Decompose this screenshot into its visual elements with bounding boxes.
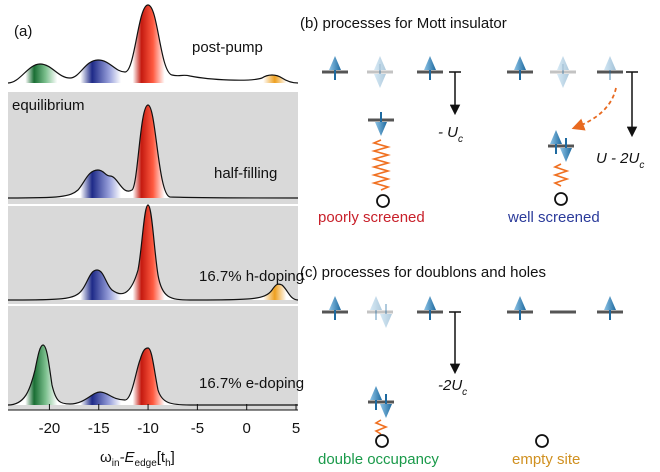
x-label-part: edge: [135, 458, 158, 469]
x-axis-label: ωin-Eedge[th]: [100, 449, 175, 469]
spectrum-curve: [7, 104, 299, 199]
energy-main: U - 2U: [596, 150, 640, 167]
panel-label: (a): [14, 23, 32, 40]
process-label: well screened: [507, 209, 600, 226]
x-label-part: ]: [171, 449, 175, 466]
panel-title: (c) processes for doublons and holes: [300, 264, 546, 281]
x-tick-label: 0: [243, 420, 251, 437]
panel-a: (a) equilibrium post-pump half-filling 1…: [7, 4, 304, 469]
energy-main: - U: [438, 124, 458, 141]
spectrum-curve: [7, 4, 299, 84]
process-label: empty site: [512, 451, 580, 468]
x-label-part: in: [112, 458, 120, 469]
energy-label: U - 2Uc: [596, 150, 644, 171]
panel-title: (b) processes for Mott insulator: [300, 15, 507, 32]
spectrum-label: post-pump: [192, 39, 263, 56]
spectrum-label: 16.7% h-doping: [199, 268, 304, 285]
x-label-part: ω: [100, 449, 112, 466]
panel-c: (c) processes for doublons and holes -2U…: [300, 264, 623, 468]
spectrum-label: half-filling: [214, 165, 277, 182]
process-label: double occupancy: [318, 451, 439, 468]
sites: [322, 295, 623, 448]
energy-sub: c: [462, 387, 467, 398]
x-label-part: [t: [157, 449, 166, 466]
x-tick-label: -15: [88, 420, 110, 437]
energy-sub: c: [639, 160, 644, 171]
energy-main: -2U: [438, 377, 462, 394]
x-label-part: -E: [120, 449, 136, 466]
panel-b: (b) processes for Mott insulator - Uc U …: [300, 15, 644, 226]
spectrum-curve: [7, 204, 299, 301]
x-label-part: h: [165, 458, 171, 469]
x-tick-label: -20: [39, 420, 61, 437]
equilibrium-label: equilibrium: [12, 97, 85, 114]
energy-label: - Uc: [438, 124, 463, 145]
spectrum-curve: [7, 344, 298, 406]
sites: [322, 55, 638, 208]
x-tick-label: -10: [137, 420, 159, 437]
x-tick-label: 5: [292, 420, 300, 437]
energy-label: -2Uc: [438, 377, 467, 398]
x-tick-label: -5: [191, 420, 204, 437]
energy-sub: c: [458, 134, 463, 145]
spectrum-label: 16.7% e-doping: [199, 375, 304, 392]
process-label: poorly screened: [318, 209, 425, 226]
